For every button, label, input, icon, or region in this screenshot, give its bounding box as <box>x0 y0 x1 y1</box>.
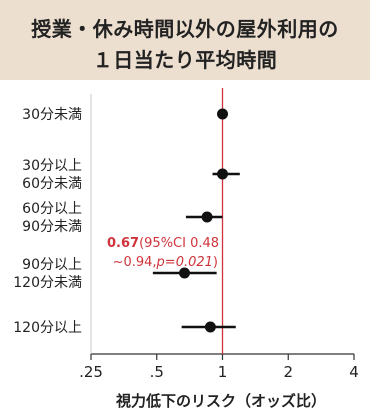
annotation-line-2: ~0.94,p=0.021) <box>113 255 218 270</box>
chart-title-line-2: １日当たり平均時間 <box>92 48 278 72</box>
x-tick-label: 1 <box>218 363 228 381</box>
category-label: 120分未満 <box>13 275 82 291</box>
x-tick-label: .25 <box>79 363 103 381</box>
category-label: 90分未満 <box>22 219 82 235</box>
x-axis-title: 視力低下のリスク（オッズ比） <box>115 392 326 410</box>
category-label: 60分未満 <box>22 176 82 192</box>
title-banner: 授業・休み時間以外の屋外利用の １日当たり平均時間 <box>0 0 370 80</box>
or-point <box>179 267 191 279</box>
category-label: 120分以上 <box>13 320 82 336</box>
forest-plot: .25 .5 1 2 4 視力低下のリスク（オッズ比） 30分未満 30分以上 60分未満 60分… <box>13 88 359 410</box>
or-point <box>217 108 228 120</box>
x-tick-label: 2 <box>283 363 293 381</box>
category-label: 30分以上 <box>22 158 82 174</box>
or-point <box>201 211 213 223</box>
category-label: 90分以上 <box>22 257 82 273</box>
or-point <box>204 321 216 333</box>
x-tick-label: .5 <box>150 363 164 381</box>
annotation-line-1: 0.67(95%CI 0.48 <box>107 236 219 251</box>
or-point <box>217 168 228 180</box>
category-label: 60分以上 <box>22 201 82 217</box>
x-tick-label: 4 <box>349 363 359 381</box>
category-label: 30分未満 <box>22 107 82 123</box>
chart-title-line-1: 授業・休み時間以外の屋外利用の <box>31 17 339 41</box>
